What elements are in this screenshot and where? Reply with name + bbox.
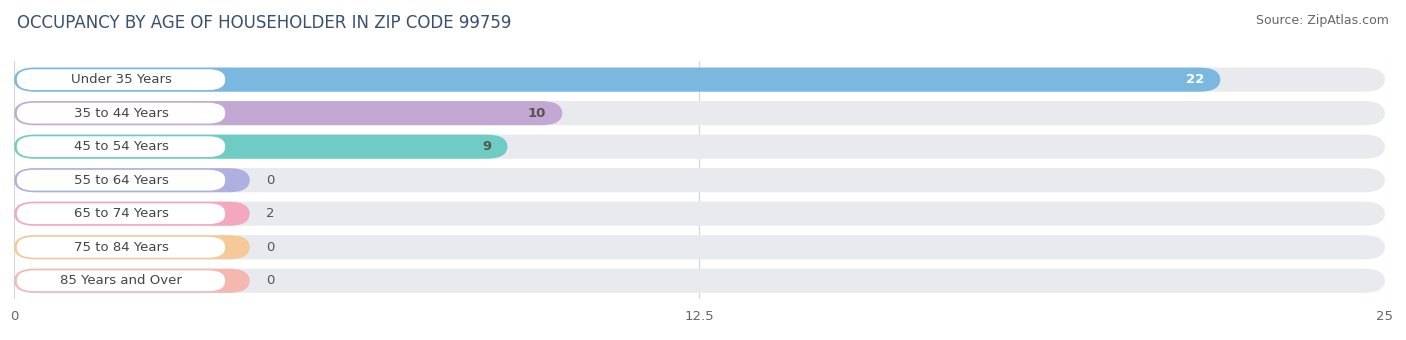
Text: 9: 9	[482, 140, 491, 153]
FancyBboxPatch shape	[14, 68, 1220, 92]
FancyBboxPatch shape	[17, 237, 225, 258]
Text: 0: 0	[266, 174, 274, 187]
FancyBboxPatch shape	[14, 68, 1385, 92]
FancyBboxPatch shape	[17, 203, 225, 224]
FancyBboxPatch shape	[14, 101, 1385, 125]
FancyBboxPatch shape	[14, 202, 1385, 226]
Text: 75 to 84 Years: 75 to 84 Years	[73, 241, 169, 254]
FancyBboxPatch shape	[14, 168, 1385, 192]
Text: 22: 22	[1185, 73, 1204, 86]
Text: 55 to 64 Years: 55 to 64 Years	[73, 174, 169, 187]
FancyBboxPatch shape	[14, 269, 250, 293]
FancyBboxPatch shape	[14, 235, 1385, 259]
FancyBboxPatch shape	[14, 135, 508, 159]
Text: 65 to 74 Years: 65 to 74 Years	[73, 207, 169, 220]
Text: 0: 0	[266, 241, 274, 254]
FancyBboxPatch shape	[17, 170, 225, 191]
Text: Under 35 Years: Under 35 Years	[70, 73, 172, 86]
Text: 10: 10	[527, 107, 546, 120]
Text: 35 to 44 Years: 35 to 44 Years	[73, 107, 169, 120]
Text: 2: 2	[266, 207, 274, 220]
FancyBboxPatch shape	[14, 135, 1385, 159]
FancyBboxPatch shape	[17, 69, 225, 90]
FancyBboxPatch shape	[14, 235, 250, 259]
Text: Source: ZipAtlas.com: Source: ZipAtlas.com	[1256, 14, 1389, 27]
Text: 0: 0	[266, 274, 274, 287]
FancyBboxPatch shape	[17, 136, 225, 157]
FancyBboxPatch shape	[17, 103, 225, 123]
FancyBboxPatch shape	[14, 202, 250, 226]
FancyBboxPatch shape	[17, 270, 225, 291]
Text: OCCUPANCY BY AGE OF HOUSEHOLDER IN ZIP CODE 99759: OCCUPANCY BY AGE OF HOUSEHOLDER IN ZIP C…	[17, 14, 512, 32]
Text: 85 Years and Over: 85 Years and Over	[60, 274, 181, 287]
FancyBboxPatch shape	[14, 101, 562, 125]
FancyBboxPatch shape	[14, 168, 250, 192]
FancyBboxPatch shape	[14, 269, 1385, 293]
Text: 45 to 54 Years: 45 to 54 Years	[73, 140, 169, 153]
